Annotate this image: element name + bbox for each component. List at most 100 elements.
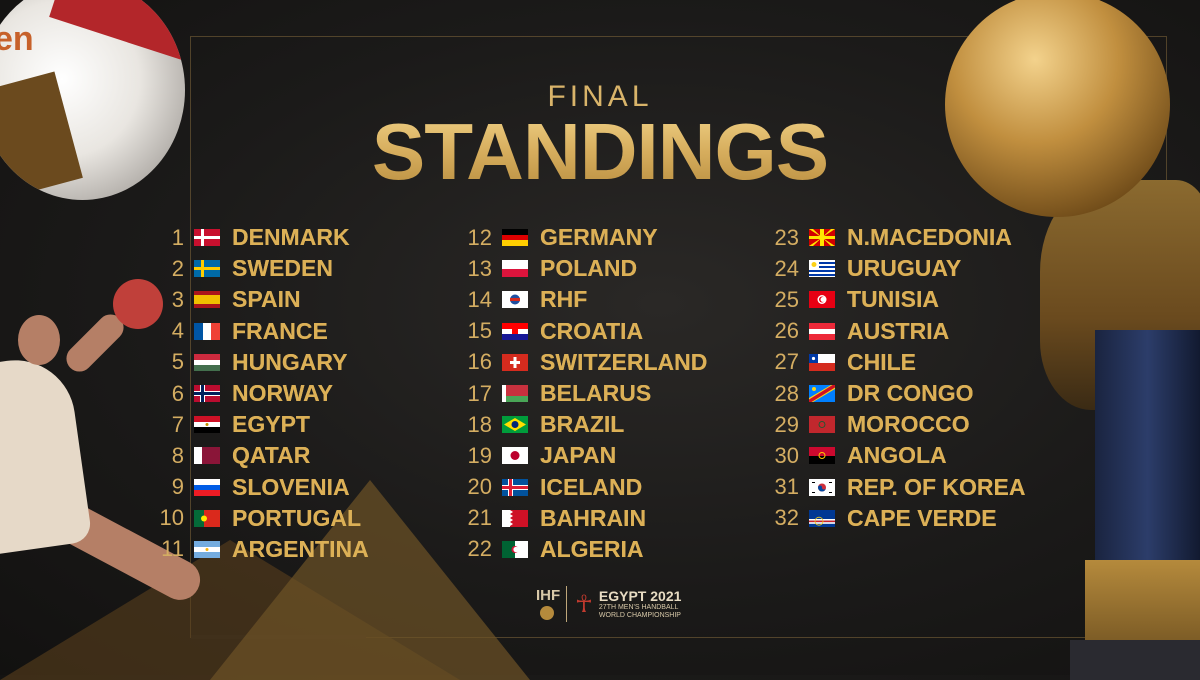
standing-row: 15 CROATIA xyxy=(458,316,707,347)
player-illustration-body xyxy=(0,352,93,558)
standing-row: 27 CHILE xyxy=(765,347,1026,378)
team-name: DENMARK xyxy=(232,224,350,251)
morocco-flag-icon xyxy=(809,416,835,434)
trophy-ball xyxy=(945,0,1170,217)
denmark-flag-icon xyxy=(194,229,220,247)
drcongo-flag-icon xyxy=(809,385,835,403)
standing-row: 9 SLOVENIA xyxy=(150,472,369,503)
rank-number: 28 xyxy=(774,380,799,406)
standing-row: 16 SWITZERLAND xyxy=(458,347,708,378)
rank-number: 22 xyxy=(467,536,492,562)
event-subtitle-2: WORLD CHAMPIONSHIP xyxy=(598,612,681,619)
standing-row: 7 EGYPT xyxy=(150,409,369,440)
divider xyxy=(566,586,567,622)
standing-row: 17 BELARUS xyxy=(458,378,707,409)
capeverde-flag-icon xyxy=(809,509,835,527)
portugal-flag-icon xyxy=(194,509,220,527)
standings-column-1: 1 DENMARK 2 SWEDEN 3 SPAIN 4 FRANCE 5 HUNGARY 6 NOR… xyxy=(150,222,369,565)
croatia-flag-icon xyxy=(502,322,528,340)
rank-number: 4 xyxy=(171,318,184,344)
pyramid-decoration xyxy=(210,480,530,680)
standing-row: 4 FRANCE xyxy=(150,316,369,347)
standing-row: 6 NORWAY xyxy=(150,378,369,409)
team-name: CROATIA xyxy=(540,317,644,344)
team-name: POLAND xyxy=(540,255,638,282)
rank-number: 26 xyxy=(774,318,799,344)
team-name: BAHRAIN xyxy=(540,504,647,531)
standing-row: 18 BRAZIL xyxy=(458,409,707,440)
trophy-base xyxy=(1085,560,1200,645)
team-name: EGYPT xyxy=(232,411,310,438)
korea-flag-icon xyxy=(809,478,835,496)
team-name: SWITZERLAND xyxy=(540,348,708,375)
team-name: DR CONGO xyxy=(847,380,974,407)
team-name: MOROCCO xyxy=(847,411,970,438)
team-name: SWEDEN xyxy=(232,255,333,282)
team-name: ANGOLA xyxy=(847,442,947,469)
ankh-icon: ☥ xyxy=(575,590,593,618)
uruguay-flag-icon xyxy=(809,260,835,278)
japan-flag-icon xyxy=(502,447,528,465)
rank-number: 19 xyxy=(467,442,492,468)
standing-row: 10 PORTUGAL xyxy=(150,503,369,534)
standing-row: 30 ANGOLA xyxy=(765,440,1026,471)
team-name: REP. OF KOREA xyxy=(847,473,1026,500)
team-name: ALGERIA xyxy=(540,535,644,562)
tunisia-flag-icon xyxy=(809,291,835,309)
team-name: N.MACEDONIA xyxy=(847,224,1012,251)
standings-column-2: 12 GERMANY 13 POLAND 14 RHF 15 CROATIA 16 SWITZER… xyxy=(458,222,708,565)
team-name: NORWAY xyxy=(232,380,333,407)
rank-number: 29 xyxy=(774,411,799,437)
rank-number: 11 xyxy=(161,536,184,562)
standing-row: 11 ARGENTINA xyxy=(150,534,369,565)
event-title: EGYPT 2021 xyxy=(598,588,682,604)
standing-row: 29 MOROCCO xyxy=(765,409,1026,440)
rank-number: 12 xyxy=(467,224,492,250)
team-name: HUNGARY xyxy=(232,348,348,375)
qatar-flag-icon xyxy=(194,447,220,465)
standing-row: 8 QATAR xyxy=(150,440,369,471)
chile-flag-icon xyxy=(809,353,835,371)
team-name: BELARUS xyxy=(540,380,652,407)
rank-number: 5 xyxy=(171,349,184,375)
france-flag-icon xyxy=(194,322,220,340)
rank-number: 3 xyxy=(171,286,184,312)
team-name: ARGENTINA xyxy=(232,535,369,562)
standing-row: 32 CAPE VERDE xyxy=(765,503,1026,534)
bahrain-flag-icon xyxy=(502,509,528,527)
player-illustration-head xyxy=(18,315,60,365)
germany-flag-icon xyxy=(502,229,528,247)
rank-number: 23 xyxy=(774,224,799,250)
team-name: TUNISIA xyxy=(847,286,939,313)
rank-number: 24 xyxy=(774,255,799,281)
trophy-stem xyxy=(1095,330,1200,590)
rank-number: 7 xyxy=(171,411,184,437)
poland-flag-icon xyxy=(502,260,528,278)
standing-row: 1 DENMARK xyxy=(150,222,369,253)
team-name: GERMANY xyxy=(540,224,658,251)
rank-number: 16 xyxy=(467,349,492,375)
standing-row: 19 JAPAN xyxy=(458,440,707,471)
rhf-flag-icon xyxy=(502,291,528,309)
macedonia-flag-icon xyxy=(809,229,835,247)
team-name: ICELAND xyxy=(540,473,643,500)
argentina-flag-icon xyxy=(194,540,220,558)
event-subtitle-1: 27TH MEN'S HANDBALL xyxy=(598,604,679,611)
switzerland-flag-icon xyxy=(502,353,528,371)
slovenia-flag-icon xyxy=(194,478,220,496)
austria-flag-icon xyxy=(809,322,835,340)
standings-column-3: 23 N.MACEDONIA 24 URUGUAY 25 TUNISIA 26 AUSTRIA… xyxy=(765,222,1026,534)
rank-number: 15 xyxy=(467,318,492,344)
team-name: RHF xyxy=(540,286,588,313)
team-name: PORTUGAL xyxy=(232,504,362,531)
team-name: SLOVENIA xyxy=(232,473,350,500)
standing-row: 14 RHF xyxy=(458,284,707,315)
rank-number: 20 xyxy=(467,474,492,500)
team-name: AUSTRIA xyxy=(847,317,950,344)
trophy-foot xyxy=(1070,640,1200,680)
title-final: FINAL xyxy=(547,80,653,113)
rank-number: 25 xyxy=(774,286,799,312)
rank-number: 9 xyxy=(171,474,184,500)
rank-number: 6 xyxy=(171,380,184,406)
player-illustration-ball xyxy=(113,279,163,329)
